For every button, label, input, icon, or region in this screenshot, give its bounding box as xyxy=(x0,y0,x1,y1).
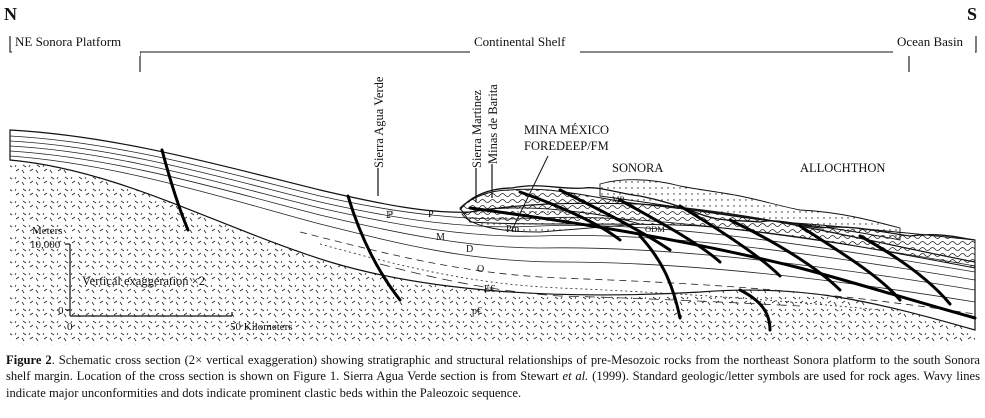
locality-ticks xyxy=(377,164,493,202)
unit-o: O xyxy=(477,264,484,275)
label-sonora: SONORA xyxy=(612,161,663,175)
label-foredeep-1: MINA MÉXICO xyxy=(524,123,609,137)
label-foredeep-2: FOREDEEP/FM xyxy=(524,139,609,153)
scale-bars xyxy=(66,243,233,317)
figure-caption: Figure 2. Schematic cross section (2× ve… xyxy=(6,352,980,401)
caption-text-end: (1999). Standard geologic/letter symbols… xyxy=(6,369,981,400)
region-shelf: Continental Shelf xyxy=(474,34,566,49)
scale-h-end: 50 Kilometers xyxy=(230,321,293,333)
sonora-upper-sheet xyxy=(599,179,901,241)
scale-h-start: 0 xyxy=(67,321,73,333)
unit-odm: ODM xyxy=(645,224,665,234)
scale-exaggeration: Vertical exaggeration ×2 xyxy=(82,274,205,288)
caption-text: . Schematic cross section (2× vertical e… xyxy=(6,353,980,384)
thrust-faults xyxy=(160,148,977,332)
south-label: S xyxy=(967,4,977,24)
north-label: N xyxy=(4,4,17,24)
scale-v-title: Meters xyxy=(32,225,63,237)
label-allochthon: ALLOCHTHON xyxy=(800,161,885,175)
unit-pm: Pm xyxy=(506,224,520,235)
locality-barita: Minas de Barita xyxy=(486,84,500,164)
locality-martinez: Sierra Martinez xyxy=(470,89,484,168)
locality-agua-verde: Sierra Agua Verde xyxy=(372,76,386,168)
unit-ec: Ɇ€ xyxy=(484,284,495,295)
unit-p: P xyxy=(428,209,434,220)
caption-italic: et al. xyxy=(562,369,589,384)
unit-pp: ℙ xyxy=(386,210,394,221)
foredeep-leader xyxy=(511,155,549,231)
region-platform: NE Sonora Platform xyxy=(15,34,121,49)
unit-d: D xyxy=(466,244,473,255)
caption-lead: Figure 2 xyxy=(6,353,52,367)
basement-rock xyxy=(10,160,975,345)
unit-m: M xyxy=(436,232,445,243)
scale-v-top: 10,000 xyxy=(30,239,61,251)
unit-pc: p€ xyxy=(472,306,482,317)
region-basin: Ocean Basin xyxy=(897,34,964,49)
strata-lines xyxy=(9,135,976,315)
cross-section-diagram: N S NE Sonora Platform Continental Shelf… xyxy=(4,4,977,345)
scale-v-bottom: 0 xyxy=(58,305,64,317)
unit-mp: MP xyxy=(612,194,625,204)
